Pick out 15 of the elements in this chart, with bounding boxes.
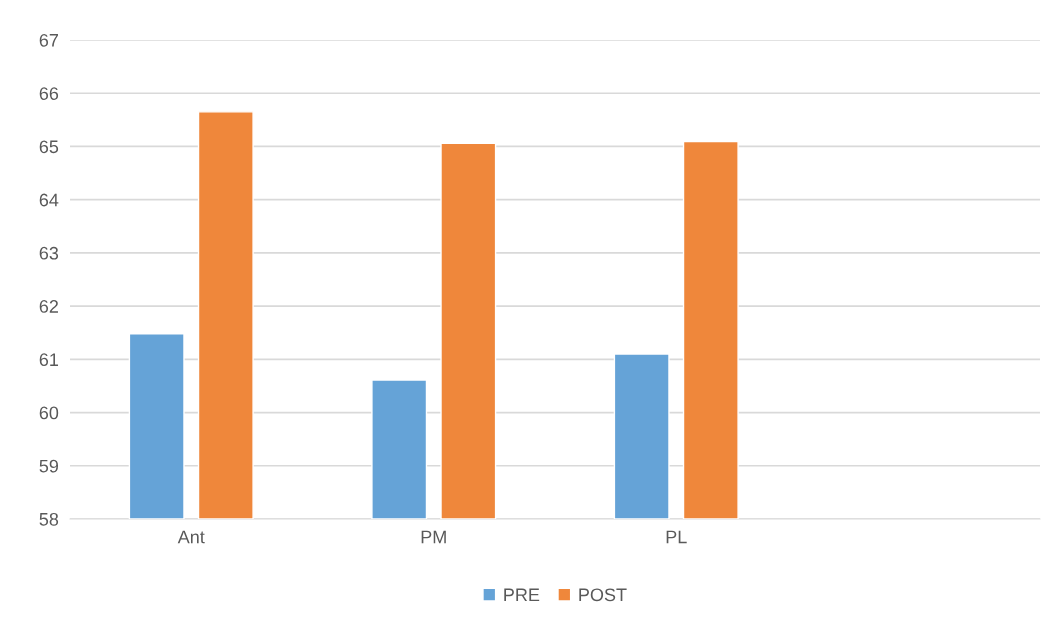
legend-label: POST (579, 588, 627, 602)
y-tick-label: 67 (39, 33, 58, 47)
y-tick-label: 65 (39, 140, 59, 154)
y-tick-label: 59 (39, 459, 59, 473)
x-tick-label: PL (666, 530, 687, 544)
x-tick-label: Ant (177, 530, 205, 544)
y-tick-label: 61 (39, 353, 59, 367)
y-tick-label: 62 (39, 300, 58, 313)
x-tick-label: PM (421, 530, 446, 544)
y-tick-label: 63 (39, 246, 59, 260)
legend-label: PRE (504, 588, 540, 602)
y-tick-label: 58 (39, 512, 59, 526)
y-tick-label: 64 (39, 193, 59, 207)
y-tick-label: 60 (39, 406, 59, 420)
y-tick-label: 66 (39, 87, 59, 100)
